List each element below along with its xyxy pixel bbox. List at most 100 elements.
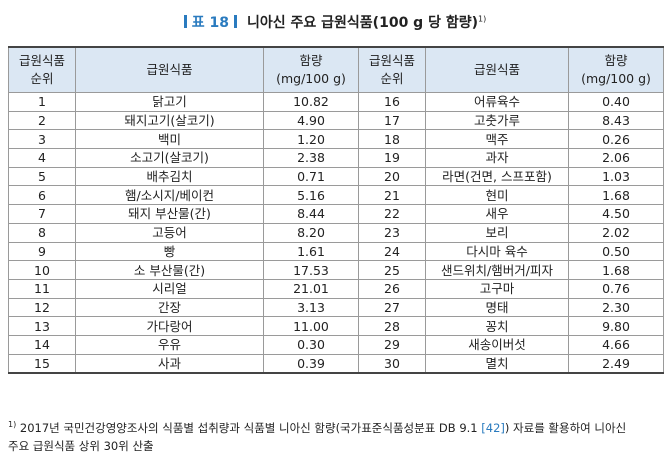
amount-cell: 2.38 [263,148,359,168]
amount-cell: 1.68 [568,260,664,280]
amount-cell: 3.13 [263,297,359,318]
header-food-2: 급원식품 [425,46,569,93]
rank-cell: 29 [358,334,426,355]
food-cell: 꽁치 [425,316,569,336]
table-title-text: 니아신 주요 급원식품(100 g 당 함량)1) [247,12,486,32]
table-row: 6 햄/소시지/베이컨 5.16 21 현미 1.68 [8,185,664,206]
table-row: 2 돼지고기(살코기) 4.90 17 고춧가루 8.43 [8,110,664,131]
rank-cell: 20 [358,166,426,187]
table-row: 9 빵 1.61 24 다시마 육수 0.50 [8,241,664,262]
rank-cell: 27 [358,297,426,318]
rank-cell: 21 [358,185,426,206]
table-body: 1 닭고기 10.82 16 어류육수 0.40 2 돼지고기(살코기) 4.90 17 고춧가루 8… [8,92,664,375]
rank-cell: 6 [8,185,76,206]
amount-cell: 9.80 [568,316,664,336]
rank-cell: 18 [358,129,426,150]
title-note-mark: 1) [478,14,487,24]
niacin-food-table: 급원식품 순위 급원식품 함량 (mg/100 g) 급원식품 순위 급원식품 함량(… [8,46,664,375]
rank-cell: 19 [358,148,426,168]
rank-cell: 23 [358,222,426,243]
rank-cell: 11 [8,278,76,299]
food-cell: 닭고기 [75,92,264,112]
food-cell: 보리 [425,222,569,243]
amount-cell: 0.39 [263,353,359,375]
table-number-label: 표 18 [183,12,238,32]
rank-cell: 12 [8,297,76,318]
food-cell: 라면(건면, 스프포함) [425,166,569,187]
food-cell: 시리얼 [75,278,264,299]
rank-cell: 24 [358,241,426,262]
food-cell: 빵 [75,241,264,262]
table-row: 7 돼지 부산물(간) 8.44 22 새우 4.50 [8,204,664,224]
header-rank-1: 급원식품 순위 [8,46,76,93]
food-cell: 배추김치 [75,166,264,187]
amount-cell: 21.01 [263,278,359,299]
food-cell: 명태 [425,297,569,318]
food-cell: 새송이버섯 [425,334,569,355]
table-row: 11 시리얼 21.01 26 고구마 0.76 [8,278,664,299]
amount-cell: 0.76 [568,278,664,299]
rank-cell: 26 [358,278,426,299]
food-cell: 고등어 [75,222,264,243]
table-row: 4 소고기(살코기) 2.38 19 과자 2.06 [8,148,664,168]
rank-cell: 1 [8,92,76,112]
amount-cell: 1.61 [263,241,359,262]
food-cell: 현미 [425,185,569,206]
food-cell: 백미 [75,129,264,150]
rank-cell: 2 [8,110,76,131]
header-rank-2: 급원식품 순위 [358,46,426,93]
amount-cell: 2.30 [568,297,664,318]
rank-cell: 3 [8,129,76,150]
rank-cell: 30 [358,353,426,375]
rank-cell: 28 [358,316,426,336]
footnote-line-2: 주요 급원식품 상위 30위 산출 [8,438,154,453]
rank-cell: 15 [8,353,76,375]
table-header-row: 급원식품 순위 급원식품 함량 (mg/100 g) 급원식품 순위 급원식품 함량(… [8,46,664,93]
amount-cell: 2.49 [568,353,664,375]
amount-cell: 1.20 [263,129,359,150]
amount-cell: 4.90 [263,110,359,131]
amount-cell: 0.40 [568,92,664,112]
table-row: 12 간장 3.13 27 명태 2.30 [8,297,664,318]
rank-cell: 4 [8,148,76,168]
food-cell: 맥주 [425,129,569,150]
table-row: 14 우유 0.30 29 새송이버섯 4.66 [8,334,664,355]
food-cell: 소고기(살코기) [75,148,264,168]
food-cell: 샌드위치/햄버거/피자 [425,260,569,280]
food-cell: 소 부산물(간) [75,260,264,280]
rank-cell: 22 [358,204,426,224]
footnote-reference-link[interactable]: [42] [481,420,505,435]
table-row: 1 닭고기 10.82 16 어류육수 0.40 [8,92,664,112]
food-cell: 고춧가루 [425,110,569,131]
food-cell: 가다랑어 [75,316,264,336]
amount-cell: 0.50 [568,241,664,262]
food-cell: 멸치 [425,353,569,375]
rank-cell: 25 [358,260,426,280]
food-cell: 어류육수 [425,92,569,112]
amount-cell: 1.68 [568,185,664,206]
footnote-mark: 1) [8,420,17,429]
table-row: 3 백미 1.20 18 맥주 0.26 [8,129,664,150]
table-row: 5 배추김치 0.71 20 라면(건면, 스프포함) 1.03 [8,166,664,187]
footnote-text-after: ) 자료를 활용하여 니아신 [504,420,627,435]
rank-cell: 14 [8,334,76,355]
rank-cell: 13 [8,316,76,336]
amount-cell: 11.00 [263,316,359,336]
rank-cell: 7 [8,204,76,224]
amount-cell: 4.50 [568,204,664,224]
food-cell: 과자 [425,148,569,168]
amount-cell: 8.43 [568,110,664,131]
amount-cell: 4.66 [568,334,664,355]
footnote: 1) 2017년 국민건강영양조사의 식품별 섭취량과 식품별 니아신 함량(국… [8,416,663,455]
food-cell: 우유 [75,334,264,355]
food-cell: 사과 [75,353,264,375]
table-title: 표 18 니아신 주요 급원식품(100 g 당 함량)1) [0,10,670,34]
header-food-1: 급원식품 [75,46,264,93]
rank-cell: 16 [358,92,426,112]
food-cell: 간장 [75,297,264,318]
rank-cell: 17 [358,110,426,131]
amount-cell: 2.02 [568,222,664,243]
rank-cell: 8 [8,222,76,243]
rank-cell: 10 [8,260,76,280]
